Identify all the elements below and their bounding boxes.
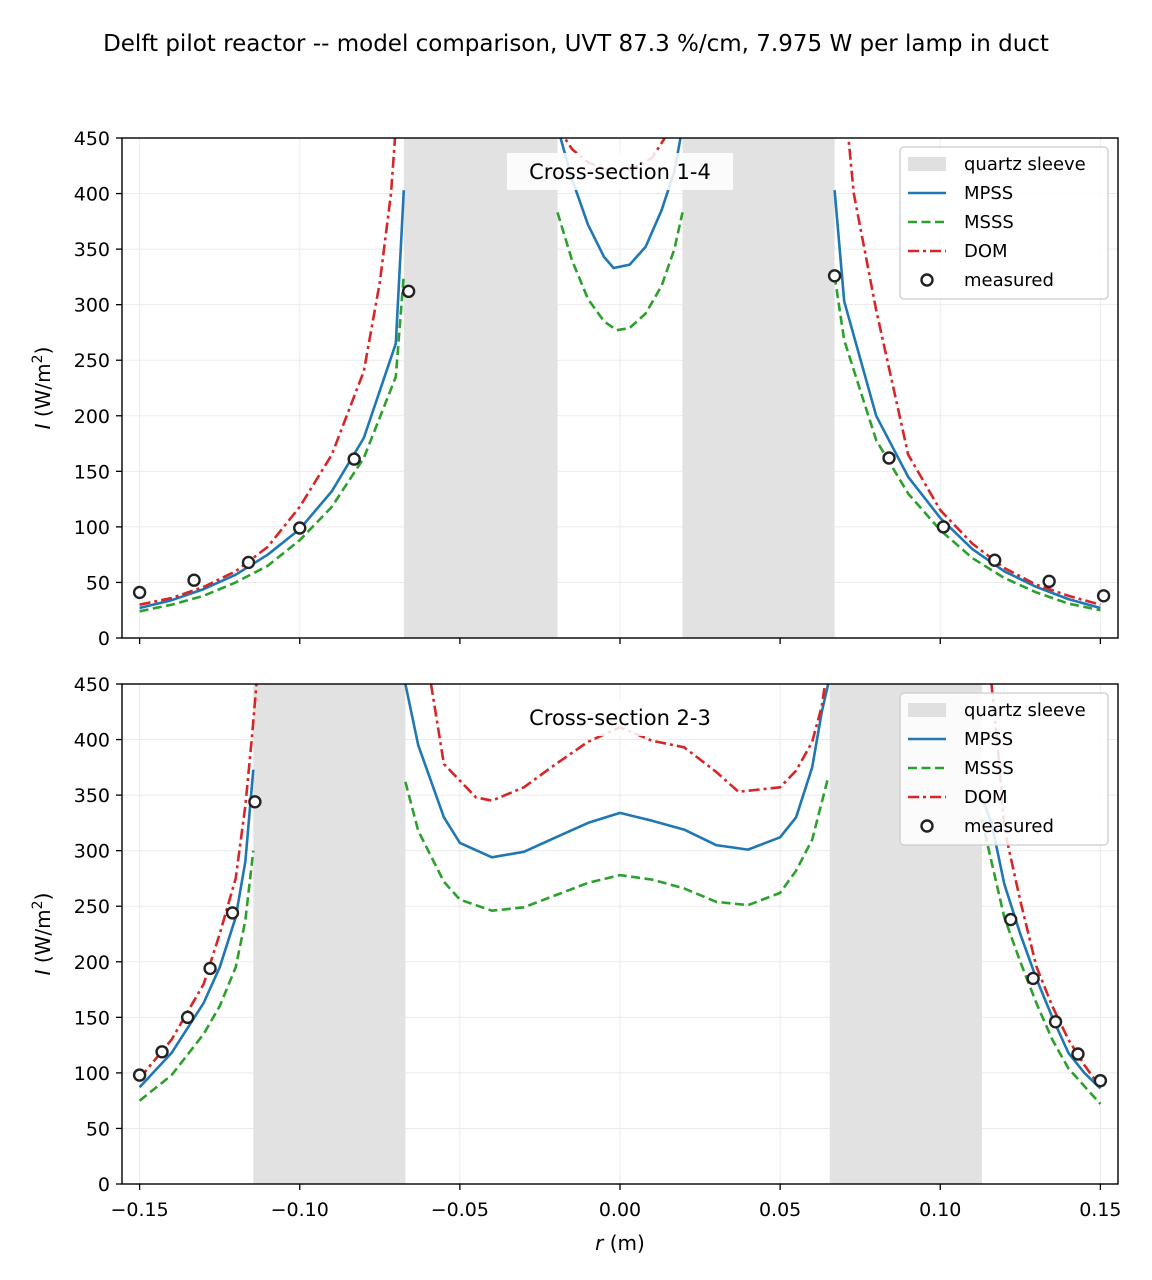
measured-point bbox=[155, 1045, 169, 1059]
chart-panel-1: 0 50 100 150 200 250 300 350 400 450 I (W/m2) Cross… bbox=[30, 128, 1119, 650]
y-tick-label: 300 bbox=[74, 841, 110, 863]
measured-point bbox=[203, 961, 217, 976]
measured-point bbox=[347, 452, 361, 466]
panel-title: Cross-section 2-3 bbox=[529, 706, 711, 730]
y-tick-label: 150 bbox=[74, 1007, 110, 1029]
series-line-msss bbox=[980, 819, 1102, 1105]
measured-point bbox=[1096, 589, 1111, 603]
y-tick-label: 400 bbox=[74, 730, 110, 752]
series-line-dom bbox=[847, 138, 1101, 606]
y-tick-label: 250 bbox=[74, 350, 110, 372]
x-tick-label: −0.10 bbox=[271, 1199, 329, 1221]
series-line-mpss bbox=[833, 190, 1101, 610]
y-tick-label: 400 bbox=[74, 184, 110, 206]
x-tick-label: 0.15 bbox=[1079, 1199, 1121, 1221]
series-line-mpss bbox=[559, 138, 682, 270]
x-tick-label: 0.10 bbox=[919, 1199, 961, 1221]
measured-point bbox=[293, 521, 307, 535]
x-tick-label: 0.05 bbox=[759, 1199, 801, 1221]
measured-point bbox=[248, 795, 262, 809]
measured-point bbox=[225, 906, 240, 920]
measured-point bbox=[132, 585, 147, 600]
measured-point bbox=[882, 451, 896, 465]
y-tick-label: 0 bbox=[98, 628, 110, 650]
measured-point bbox=[187, 573, 201, 587]
series-line-dom bbox=[429, 684, 827, 803]
y-tick-label: 200 bbox=[74, 406, 110, 428]
series-line-dom bbox=[139, 138, 397, 606]
legend-item-msss: MSSS bbox=[964, 758, 1014, 779]
plot-area bbox=[139, 138, 1101, 613]
quartz-sleeve-band bbox=[403, 138, 558, 638]
quartz-sleeve-band bbox=[682, 138, 835, 638]
y-tick-label: 100 bbox=[74, 517, 110, 539]
measured-point bbox=[1042, 574, 1056, 589]
y-tick-label: 350 bbox=[74, 785, 110, 807]
legend-box bbox=[899, 146, 1109, 300]
chart-panel-2: 0 50 100 150 200 250 300 350 400 450 −0.15 −0.10 −0.… bbox=[30, 674, 1122, 1255]
y-tick-label: 200 bbox=[74, 952, 110, 974]
legend-item-quartz-sleeve: quartz sleeve bbox=[964, 154, 1086, 175]
legend-item-mpss: MPSS bbox=[964, 183, 1013, 204]
measured-point bbox=[1026, 971, 1040, 986]
legend-item-measured: measured bbox=[964, 816, 1054, 837]
x-tick-label: −0.05 bbox=[431, 1199, 489, 1221]
measured-point bbox=[132, 1068, 147, 1082]
legend-swatch-measured bbox=[920, 819, 934, 833]
legend-box bbox=[899, 692, 1109, 846]
y-tick-label: 250 bbox=[74, 896, 110, 918]
y-tick-label: 350 bbox=[74, 239, 110, 261]
series-line-mpss bbox=[404, 684, 830, 859]
measured-point bbox=[1004, 912, 1018, 927]
legend-item-quartz-sleeve: quartz sleeve bbox=[964, 700, 1086, 721]
series-line-msss bbox=[556, 212, 684, 332]
series-line-mpss bbox=[139, 190, 406, 610]
measured-point bbox=[827, 269, 842, 283]
series-line-msss bbox=[404, 776, 830, 913]
measured-point bbox=[1071, 1047, 1085, 1061]
x-axis-label: r (m) bbox=[595, 1231, 645, 1255]
y-tick-label: 450 bbox=[74, 674, 110, 696]
y-tick-label: 50 bbox=[86, 572, 110, 594]
legend-swatch-measured bbox=[920, 273, 934, 287]
quartz-sleeve-band bbox=[253, 684, 406, 1184]
legend-item-mpss: MPSS bbox=[964, 729, 1013, 750]
y-tick-label: 100 bbox=[74, 1063, 110, 1085]
x-tick-label: −0.15 bbox=[110, 1199, 168, 1221]
panel-title-box bbox=[507, 699, 733, 736]
series-line-mpss bbox=[138, 769, 255, 1089]
legend-item-measured: measured bbox=[964, 270, 1054, 291]
series-line-dom bbox=[138, 684, 258, 1080]
series-line-msss bbox=[138, 850, 255, 1102]
y-axis-label: I (W/m2) bbox=[30, 347, 55, 430]
measured-point bbox=[241, 555, 256, 570]
x-tick-label: 0.00 bbox=[599, 1199, 641, 1221]
series-line-msss bbox=[139, 274, 406, 613]
y-tick-label: 150 bbox=[74, 461, 110, 483]
legend-item-msss: MSSS bbox=[964, 212, 1014, 233]
y-tick-label: 0 bbox=[98, 1174, 110, 1196]
measured-point bbox=[180, 1010, 195, 1025]
y-tick-label: 450 bbox=[74, 128, 110, 150]
measured-point bbox=[1093, 1073, 1108, 1088]
measured-point bbox=[988, 553, 1002, 567]
measured-point bbox=[401, 284, 416, 299]
legend-swatch-sleeve bbox=[908, 157, 946, 171]
y-tick-label: 50 bbox=[86, 1118, 110, 1140]
panel-title-box bbox=[507, 153, 733, 190]
y-tick-label: 300 bbox=[74, 295, 110, 317]
legend-swatch-sleeve bbox=[908, 703, 946, 717]
legend-item-dom: DOM bbox=[964, 241, 1008, 262]
series-line-msss bbox=[833, 275, 1101, 612]
panel-title: Cross-section 1-4 bbox=[529, 160, 711, 184]
legend-item-dom: DOM bbox=[964, 787, 1008, 808]
measured-point bbox=[1048, 1015, 1063, 1029]
figure-title: Delft pilot reactor -- model comparison,… bbox=[103, 31, 1049, 57]
measured-point bbox=[936, 520, 951, 534]
y-axis-label: I (W/m2) bbox=[30, 893, 55, 976]
